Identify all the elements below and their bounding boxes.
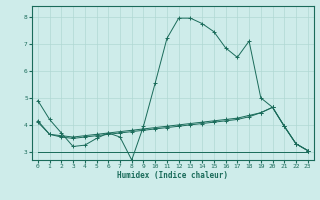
X-axis label: Humidex (Indice chaleur): Humidex (Indice chaleur): [117, 171, 228, 180]
